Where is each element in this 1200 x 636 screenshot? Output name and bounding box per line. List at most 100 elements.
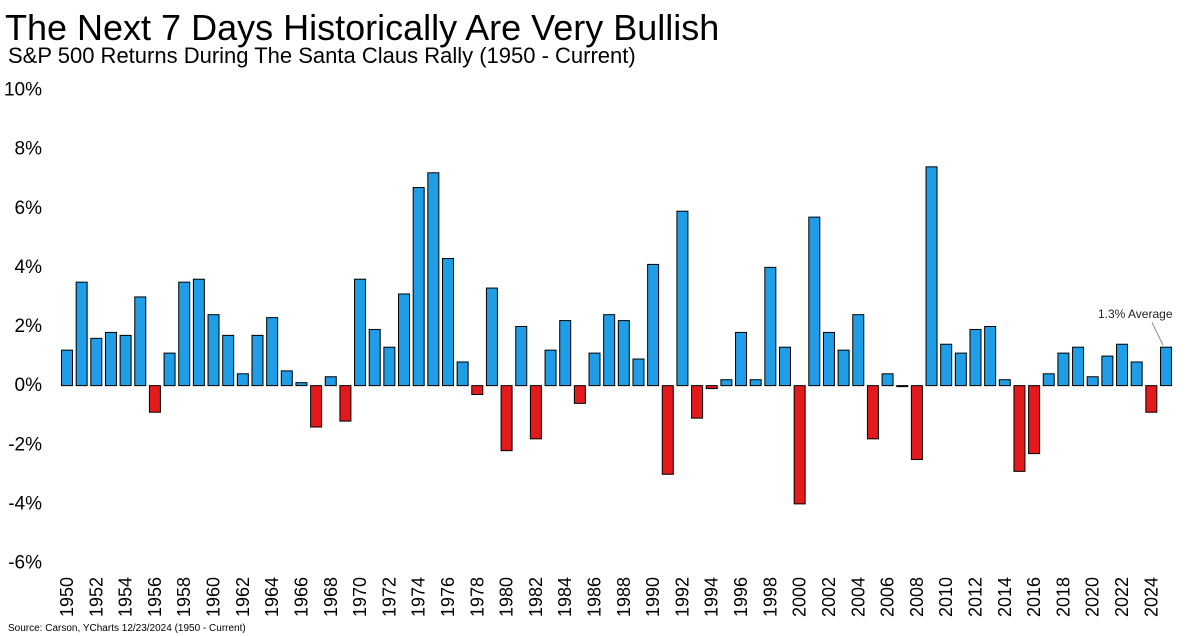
bar-1956 — [148, 385, 161, 413]
x-tick-label: 1952 — [86, 577, 106, 617]
bar-1967 — [310, 385, 323, 428]
x-tick-label: 1964 — [262, 577, 282, 617]
bar-2016 — [1028, 385, 1041, 455]
bar-2005 — [866, 385, 879, 440]
x-tick-label: 1954 — [116, 577, 136, 617]
x-tick-label: 1998 — [760, 577, 780, 617]
y-tick-label: -4% — [8, 493, 42, 514]
y-axis: 10% 8% 6% 4% 2% 0% -2% -4% -6% — [4, 80, 42, 574]
bar-1984 — [559, 320, 572, 387]
bar-1977 — [456, 361, 469, 387]
bar-2001 — [808, 216, 821, 387]
y-tick-label: 2% — [15, 316, 43, 337]
bar-1985 — [573, 385, 586, 404]
bar-1987 — [603, 314, 616, 387]
average-annotation: 1.3% Average — [1098, 307, 1173, 346]
x-tick-label: 2020 — [1083, 577, 1103, 617]
x-tick-label: 2000 — [790, 577, 810, 617]
x-tick-label: 2008 — [907, 577, 927, 617]
bar-2021 — [1101, 355, 1114, 387]
bar-2019 — [1072, 346, 1085, 387]
x-tick-label: 1982 — [526, 577, 546, 617]
x-tick-label: 1956 — [145, 577, 165, 617]
bar-2000 — [793, 385, 806, 505]
x-tick-label: 2014 — [995, 577, 1015, 617]
bar-1996 — [735, 331, 748, 387]
bar-1997 — [749, 379, 762, 387]
bar-2012 — [969, 328, 982, 387]
x-tick-label: 1990 — [643, 577, 663, 617]
bar-2003 — [837, 349, 850, 387]
chart-title: The Next 7 Days Historically Are Very Bu… — [5, 7, 720, 48]
source-note: Source: Carson, YCharts 12/23/2024 (1950… — [8, 623, 246, 634]
bar-1994 — [705, 385, 718, 390]
x-tick-label: 1962 — [233, 577, 253, 617]
x-tick-label: 2004 — [848, 577, 868, 617]
bar-1964 — [266, 317, 279, 387]
bar-1981 — [515, 326, 528, 387]
y-tick-label: -2% — [8, 434, 42, 455]
bar-1957 — [163, 352, 176, 387]
bar-2010 — [940, 343, 953, 387]
bar-1999 — [778, 346, 791, 387]
bar-2006 — [881, 373, 894, 387]
bar-1968 — [324, 376, 337, 387]
bar-1988 — [617, 320, 630, 387]
x-tick-label: 2010 — [936, 577, 956, 617]
x-tick-label: 1970 — [350, 577, 370, 617]
y-tick-label: 10% — [4, 80, 42, 101]
bar-1978 — [471, 385, 484, 395]
chart-subtitle: S&P 500 Returns During The Santa Claus R… — [8, 43, 636, 68]
bar-1986 — [588, 352, 601, 387]
x-tick-label: 2002 — [819, 577, 839, 617]
bar-1998 — [764, 266, 777, 387]
bar-1975 — [427, 172, 440, 387]
x-tick-label: 1986 — [585, 577, 605, 617]
bar-1995 — [720, 379, 733, 387]
bar-1954 — [119, 334, 132, 387]
bar-1983 — [544, 349, 557, 387]
bar-2011 — [954, 352, 967, 387]
x-tick-label: 1984 — [555, 577, 575, 617]
bar-1971 — [368, 328, 381, 387]
x-axis: 1950 1952 1954 1956 1958 1960 1962 1964 1966 1968… — [57, 577, 1161, 617]
y-tick-label: 6% — [15, 198, 43, 219]
x-tick-label: 1958 — [174, 577, 194, 617]
bar-1951 — [75, 281, 88, 387]
bar-1966 — [295, 382, 308, 387]
bar-1992 — [676, 210, 689, 387]
bar-1974 — [412, 187, 425, 387]
x-tick-label: 1996 — [731, 577, 751, 617]
bar-1952 — [90, 337, 103, 387]
bar-1963 — [251, 334, 264, 387]
bar-2020 — [1086, 376, 1099, 387]
bar-1982 — [529, 385, 542, 440]
bar-1979 — [485, 287, 498, 387]
bar-1962 — [236, 373, 249, 387]
bar-2024 — [1145, 385, 1158, 413]
x-tick-label: 1974 — [409, 577, 429, 617]
bar-2008 — [910, 385, 923, 461]
y-tick-label: 8% — [15, 139, 43, 160]
x-tick-label: 2024 — [1141, 577, 1161, 617]
bar-2017 — [1042, 373, 1055, 387]
x-tick-label: 2018 — [1053, 577, 1073, 617]
bar-1955 — [134, 296, 147, 387]
x-tick-label: 1978 — [467, 577, 487, 617]
x-tick-label: 2012 — [965, 577, 985, 617]
x-tick-label: 1972 — [379, 577, 399, 617]
bars — [61, 166, 1172, 505]
x-tick-label: 1968 — [321, 577, 341, 617]
bar-2015 — [1013, 385, 1026, 472]
bar-2009 — [925, 166, 938, 387]
bar-1965 — [280, 370, 293, 387]
bar-2022 — [1116, 343, 1129, 387]
bar-1993 — [691, 385, 704, 419]
bar-1950 — [61, 349, 73, 387]
x-tick-label: 1960 — [204, 577, 224, 617]
bar-1960 — [207, 314, 220, 387]
x-tick-label: 1966 — [291, 577, 311, 617]
x-tick-label: 1992 — [672, 577, 692, 617]
x-tick-label: 2022 — [1112, 577, 1132, 617]
